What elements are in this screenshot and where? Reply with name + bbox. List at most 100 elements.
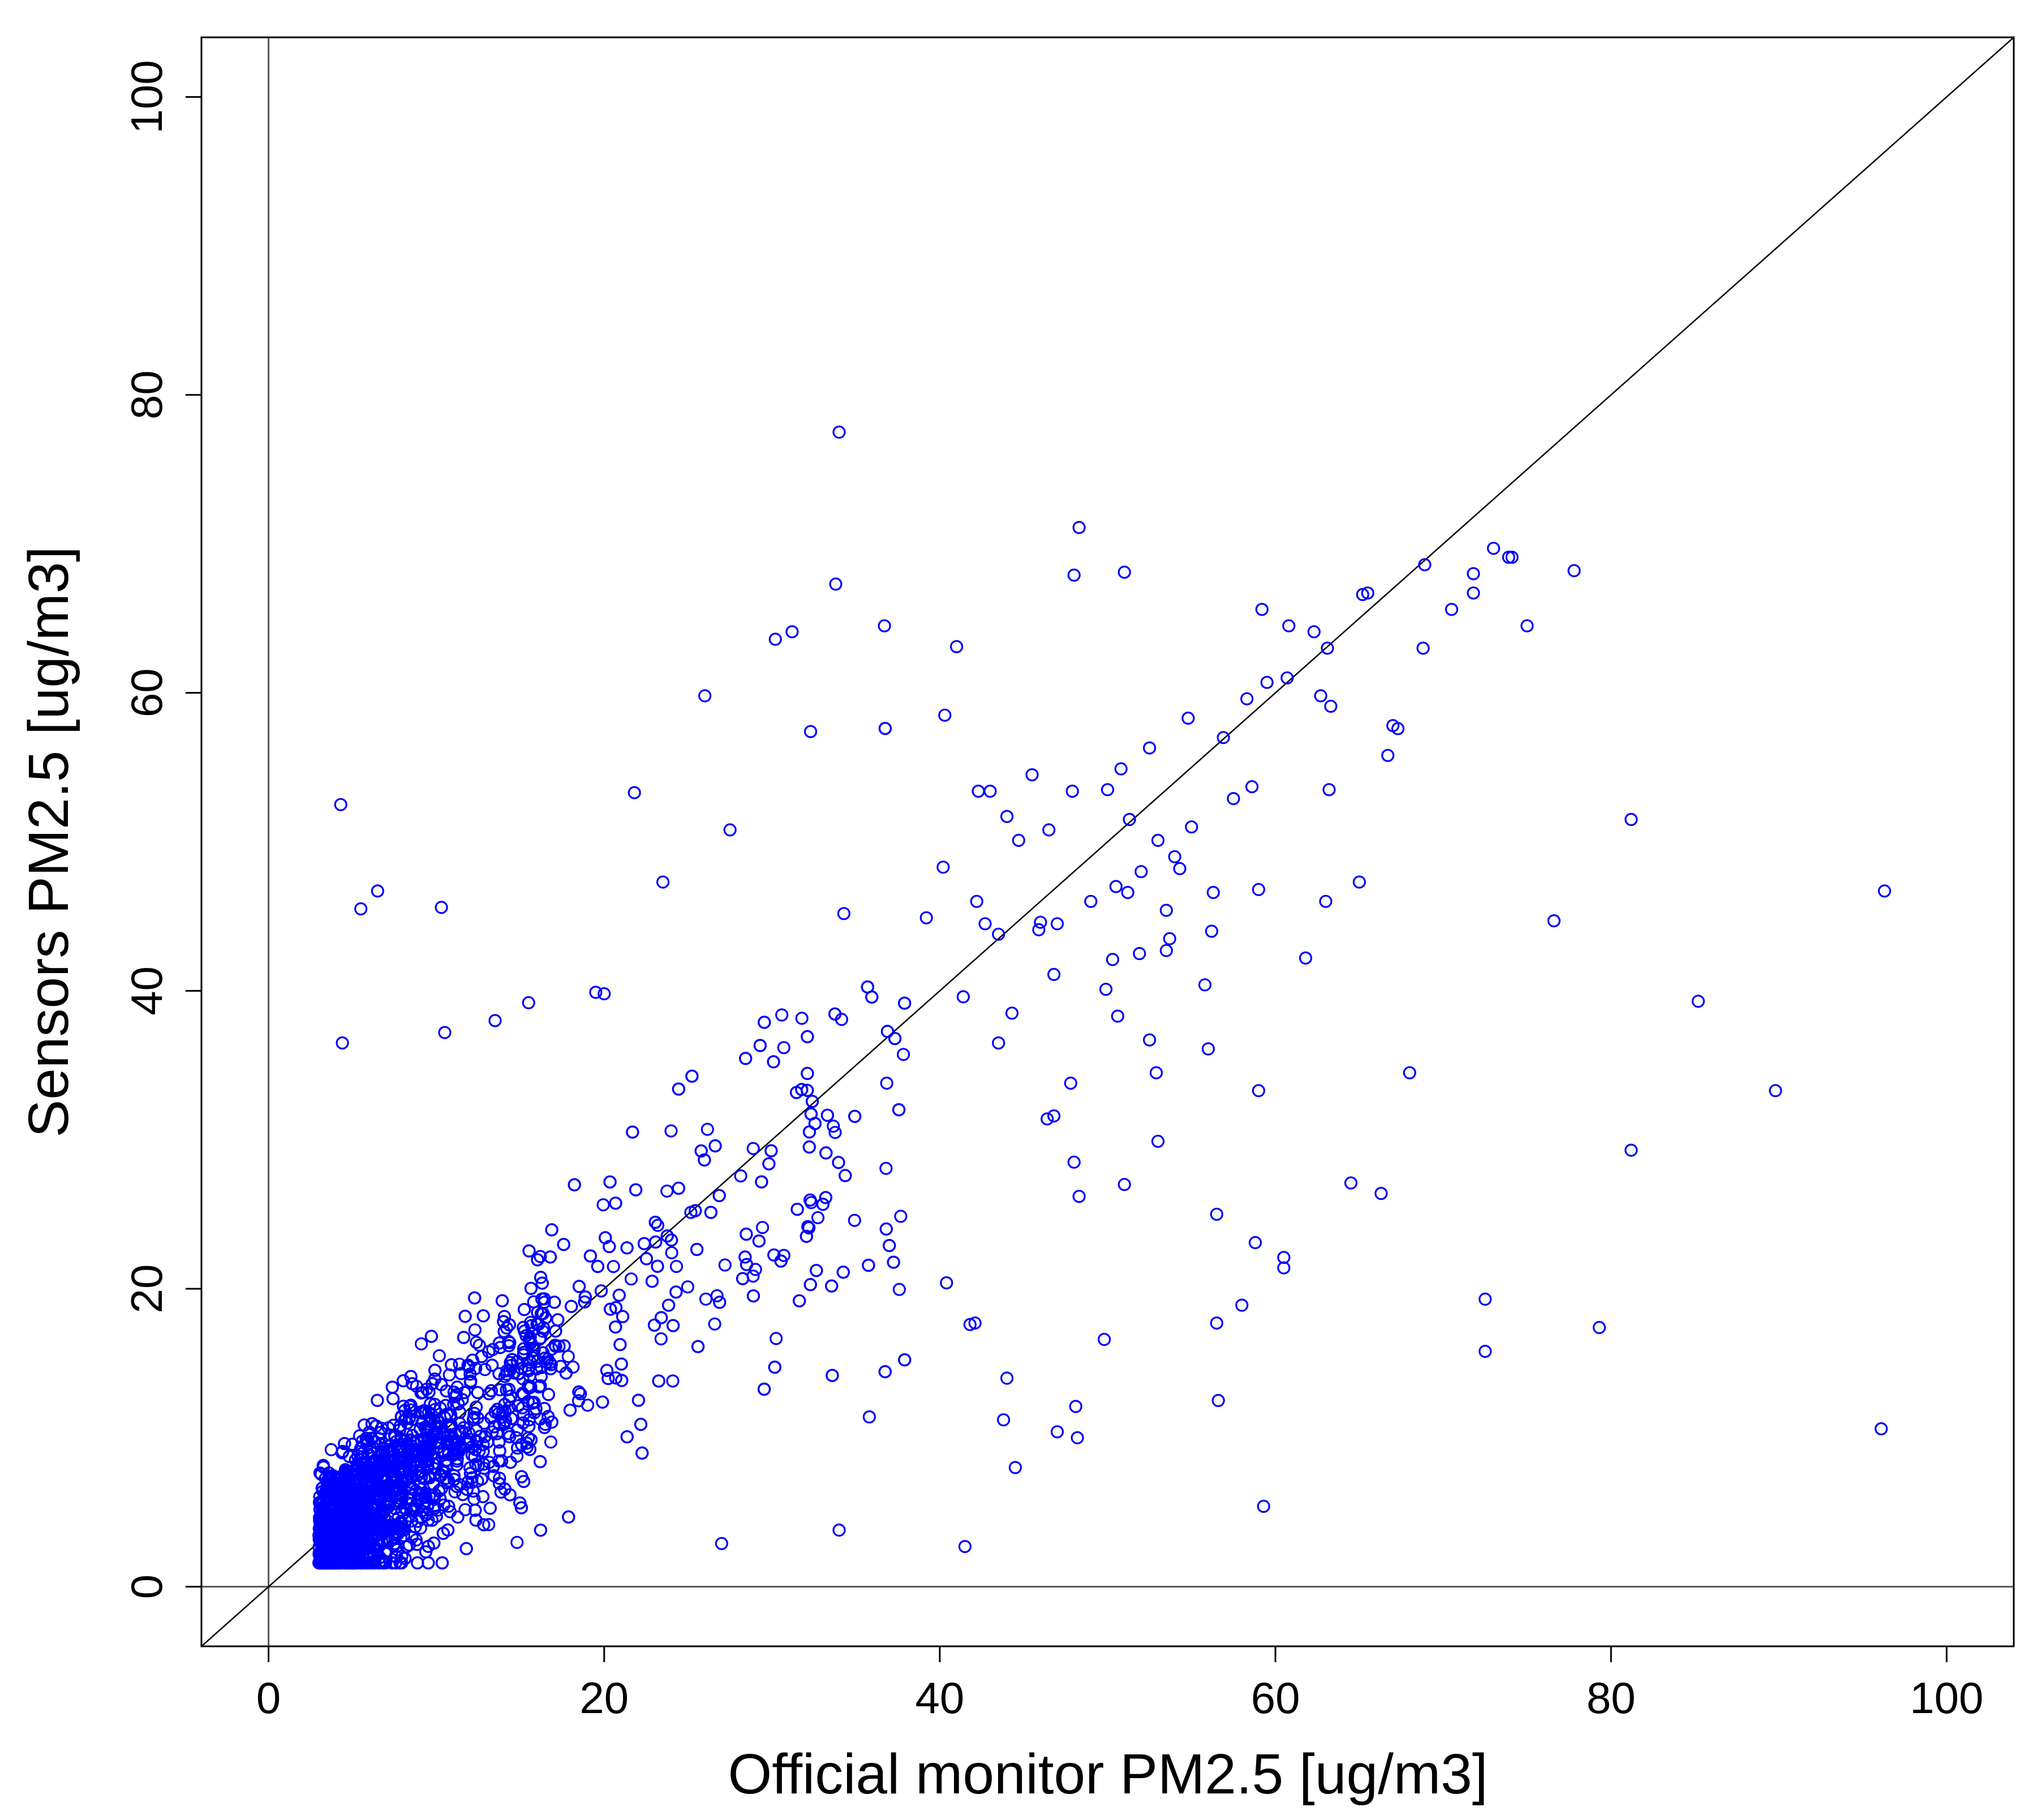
data-point bbox=[335, 1469, 349, 1483]
data-point bbox=[938, 708, 952, 722]
data-point bbox=[469, 1362, 483, 1375]
data-point bbox=[1445, 603, 1459, 616]
data-point bbox=[819, 1146, 833, 1160]
data-point bbox=[415, 1504, 428, 1518]
data-point bbox=[529, 1402, 543, 1415]
x-axis: 0 20 40 60 80 100 bbox=[256, 1646, 1983, 1723]
data-point bbox=[346, 1501, 359, 1514]
y-tick-label: 0 bbox=[122, 1574, 171, 1599]
data-point bbox=[326, 1504, 339, 1517]
data-point bbox=[690, 1242, 704, 1257]
data-point bbox=[363, 1542, 377, 1555]
data-point bbox=[416, 1386, 429, 1399]
data-point bbox=[940, 1276, 953, 1290]
data-point bbox=[492, 1477, 506, 1490]
data-point bbox=[1041, 1112, 1054, 1126]
data-point bbox=[429, 1509, 443, 1523]
data-point bbox=[545, 1223, 558, 1237]
data-point bbox=[614, 1357, 628, 1371]
data-point bbox=[1478, 1292, 1492, 1306]
data-point bbox=[589, 986, 603, 999]
identity-line bbox=[201, 37, 2014, 1646]
data-point bbox=[694, 1144, 708, 1158]
data-point bbox=[620, 1241, 634, 1255]
data-point bbox=[596, 1198, 610, 1212]
data-point bbox=[1097, 1332, 1111, 1346]
data-point bbox=[1111, 1009, 1124, 1023]
data-point bbox=[398, 1404, 412, 1417]
data-point bbox=[755, 1175, 768, 1189]
data-point bbox=[393, 1496, 407, 1510]
data-point bbox=[862, 1258, 875, 1272]
x-axis-title: Official monitor PM2.5 [ug/m3] bbox=[728, 1742, 1488, 1806]
data-point bbox=[387, 1539, 401, 1552]
data-point bbox=[829, 577, 843, 591]
data-point bbox=[898, 996, 912, 1010]
data-point bbox=[345, 1496, 359, 1509]
data-point bbox=[336, 1445, 350, 1458]
data-point bbox=[549, 1324, 562, 1338]
data-point bbox=[757, 1382, 771, 1396]
data-point bbox=[438, 1026, 452, 1039]
data-point bbox=[315, 1513, 329, 1526]
data-point bbox=[790, 1203, 804, 1216]
data-point bbox=[382, 1481, 396, 1495]
data-point bbox=[557, 1339, 571, 1353]
data-point bbox=[1235, 1298, 1249, 1312]
data-point bbox=[526, 1351, 539, 1365]
data-point bbox=[1361, 586, 1374, 600]
data-point bbox=[354, 902, 368, 916]
data-point bbox=[422, 1513, 435, 1527]
data-point bbox=[665, 1246, 678, 1259]
data-point bbox=[949, 640, 964, 653]
data-point bbox=[603, 1175, 617, 1189]
x-tick-label: 100 bbox=[1910, 1673, 1983, 1723]
data-point bbox=[1252, 1084, 1265, 1098]
data-point bbox=[324, 1529, 337, 1542]
data-point bbox=[1547, 914, 1561, 928]
data-point bbox=[836, 1266, 850, 1279]
x-tick-label: 0 bbox=[256, 1673, 281, 1723]
data-point bbox=[718, 1258, 732, 1272]
data-point bbox=[390, 1484, 403, 1498]
data-point bbox=[470, 1336, 483, 1349]
data-point bbox=[1381, 748, 1395, 762]
data-point bbox=[755, 1221, 770, 1234]
data-point bbox=[652, 1374, 665, 1388]
data-point bbox=[803, 725, 818, 738]
data-point bbox=[1099, 983, 1113, 996]
data-point bbox=[349, 1453, 362, 1467]
data-point bbox=[395, 1522, 409, 1535]
data-point bbox=[600, 1363, 614, 1377]
data-point bbox=[828, 1007, 842, 1021]
data-point bbox=[414, 1337, 428, 1350]
data-point bbox=[477, 1518, 491, 1531]
data-point bbox=[495, 1294, 509, 1307]
data-point bbox=[1505, 550, 1519, 564]
data-point bbox=[510, 1535, 524, 1549]
data-point bbox=[463, 1376, 478, 1389]
data-point bbox=[475, 1472, 488, 1486]
data-point bbox=[313, 1511, 326, 1525]
y-tick-label: 100 bbox=[122, 60, 171, 134]
data-point bbox=[878, 1365, 892, 1379]
data-point bbox=[452, 1445, 466, 1459]
data-point bbox=[734, 1169, 747, 1183]
data-point bbox=[1185, 820, 1198, 834]
data-point bbox=[1032, 923, 1046, 937]
data-point bbox=[324, 1443, 338, 1456]
data-point bbox=[544, 1362, 557, 1375]
data-point bbox=[404, 1370, 418, 1383]
data-point bbox=[1065, 784, 1079, 798]
data-point bbox=[1005, 1006, 1019, 1020]
data-point bbox=[488, 1014, 502, 1027]
data-point bbox=[534, 1271, 548, 1284]
data-point bbox=[360, 1438, 374, 1451]
data-point bbox=[664, 1233, 678, 1247]
data-point bbox=[538, 1292, 551, 1306]
data-point bbox=[894, 1210, 908, 1223]
data-point bbox=[958, 1540, 972, 1554]
data-point bbox=[795, 1083, 809, 1096]
data-point bbox=[578, 1290, 592, 1304]
data-point bbox=[557, 1238, 570, 1251]
